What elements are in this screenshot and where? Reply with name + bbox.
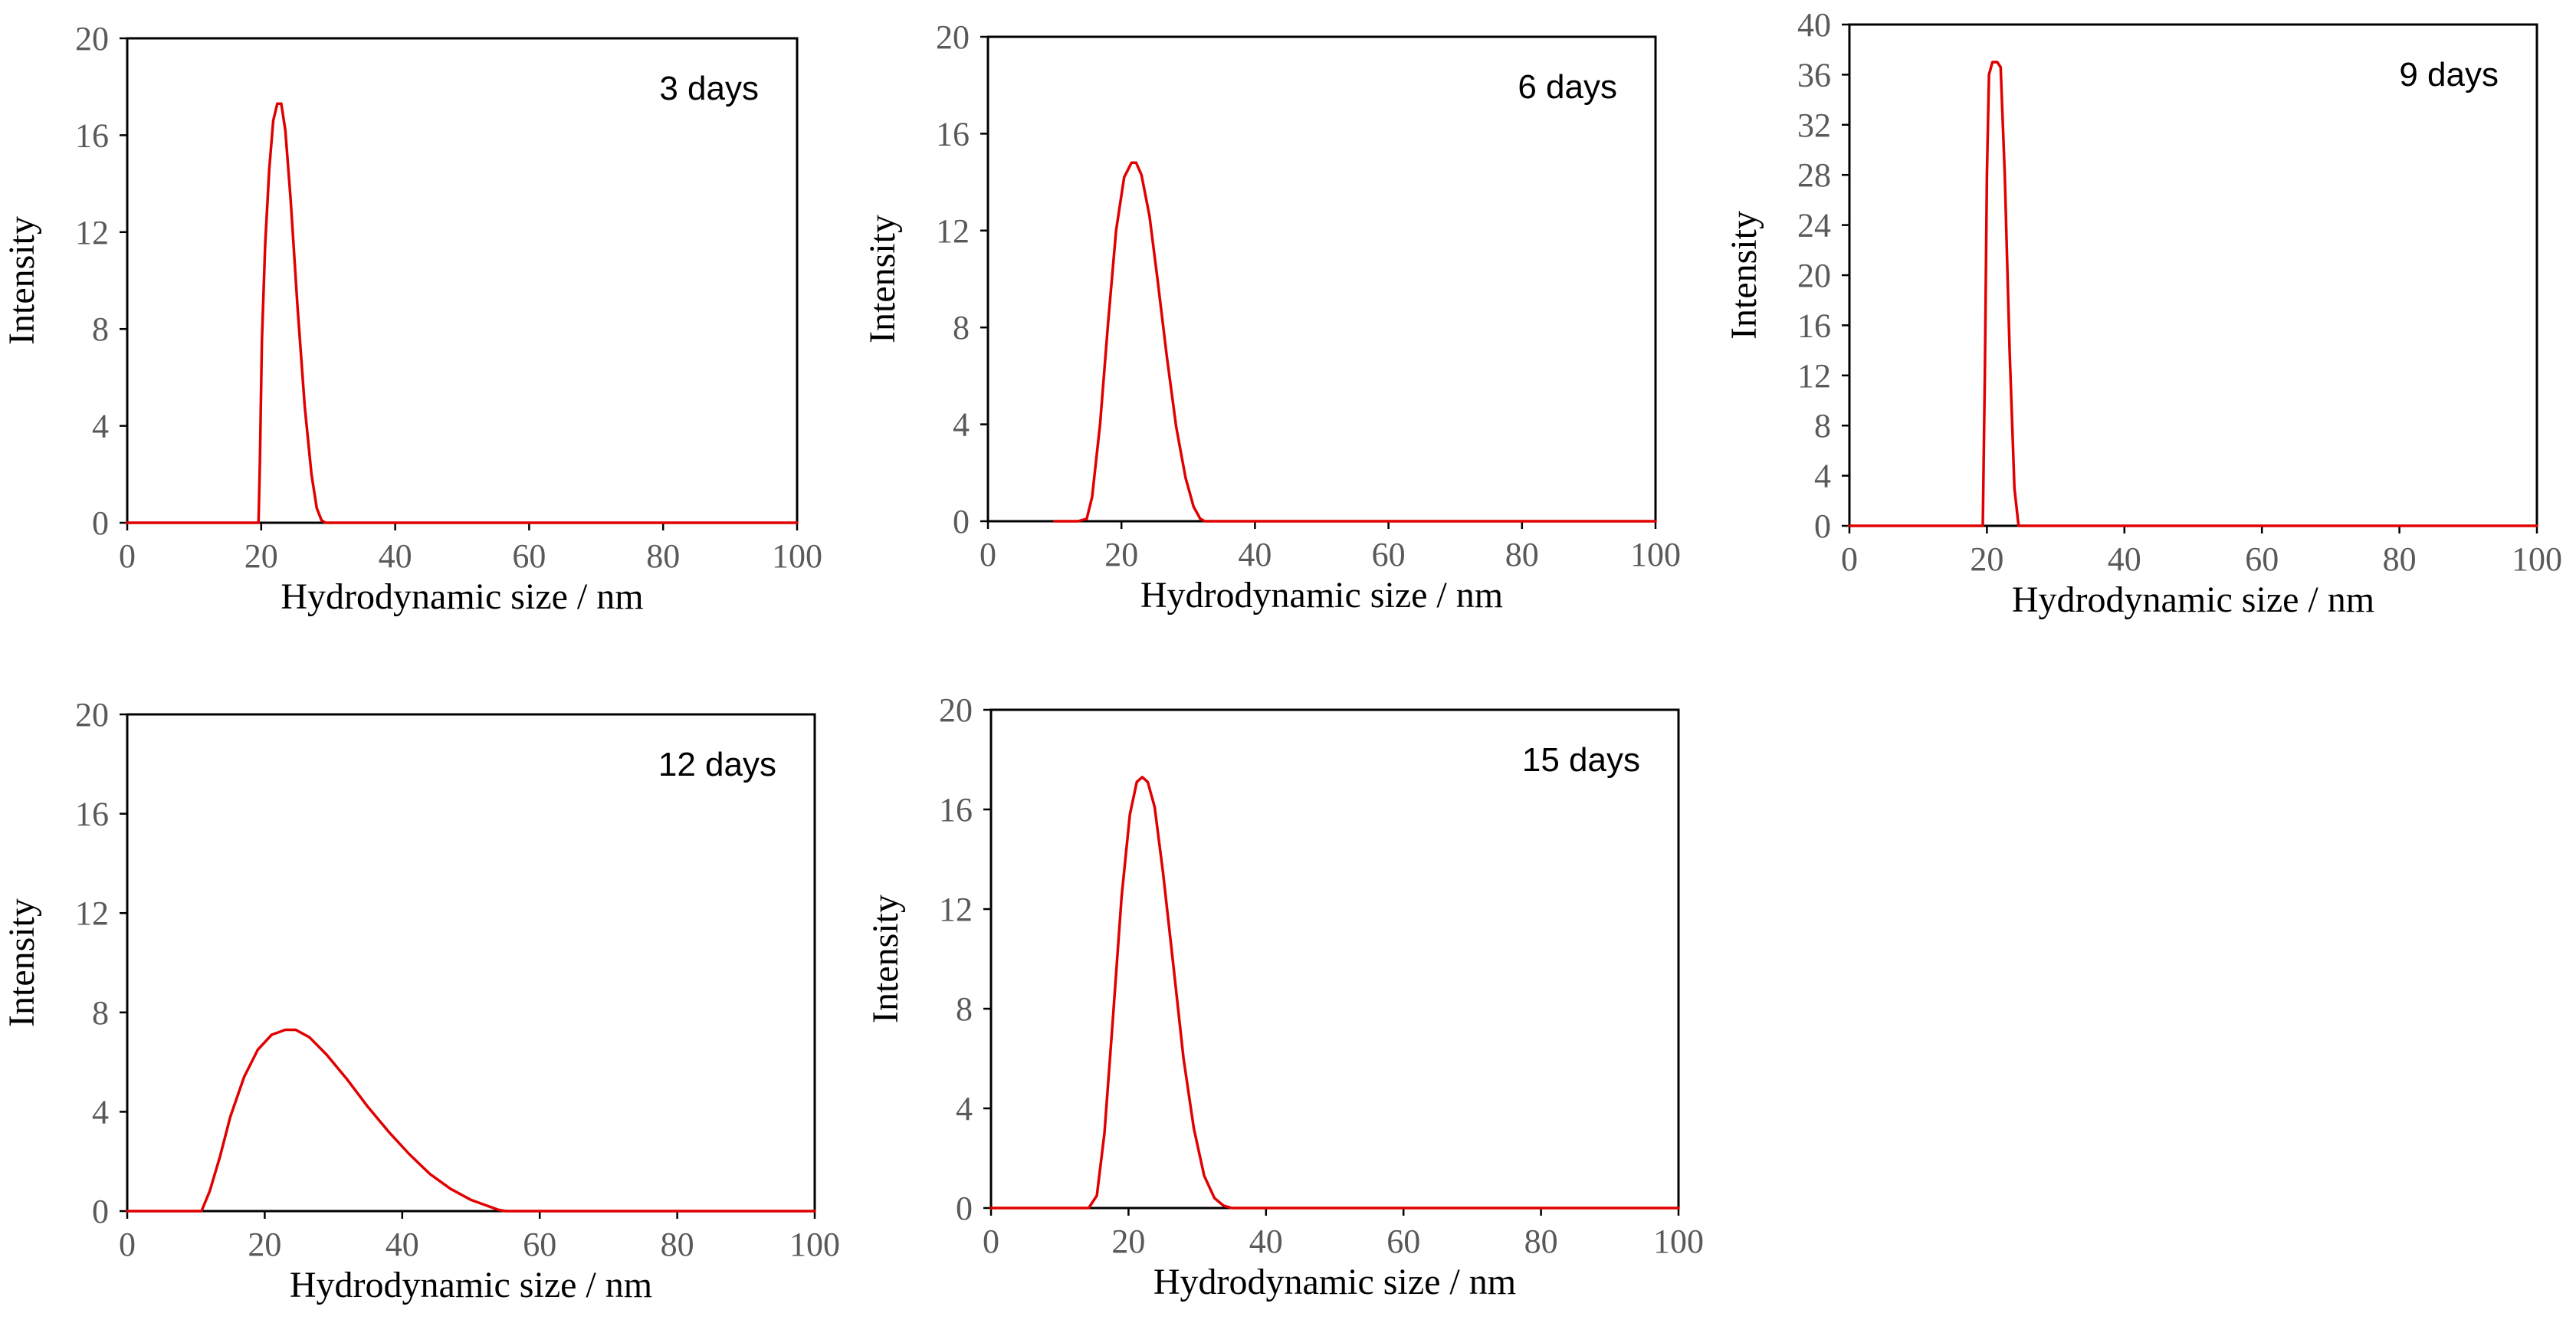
x-tick-label: 60: [1372, 536, 1406, 573]
y-tick-label: 12: [75, 895, 109, 932]
panel-title: 3 days: [659, 70, 759, 107]
y-tick-label: 4: [956, 1090, 973, 1128]
x-tick-label: 60: [523, 1226, 556, 1263]
x-tick-label: 100: [2512, 540, 2562, 578]
y-tick-label: 8: [956, 990, 973, 1028]
y-tick-label: 16: [1797, 307, 1831, 344]
x-tick-label: 40: [2108, 540, 2141, 578]
x-tick-label: 80: [2383, 540, 2417, 578]
series-line-12-days: [126, 1028, 816, 1213]
x-tick-label: 0: [980, 536, 996, 573]
y-tick-label: 24: [1797, 207, 1831, 245]
y-tick-label: 16: [75, 117, 109, 154]
y-tick-label: 20: [939, 691, 973, 729]
y-tick-label: 4: [953, 406, 970, 444]
x-tick-label: 60: [1386, 1223, 1420, 1260]
x-tick-label: 0: [119, 537, 136, 575]
y-tick-label: 4: [92, 1093, 109, 1131]
x-tick-label: 60: [512, 537, 546, 575]
panel-title: 15 days: [1522, 741, 1640, 779]
plot-frame: [126, 37, 799, 524]
y-tick-label: 20: [1797, 257, 1831, 294]
x-tick-label: 0: [119, 1226, 136, 1263]
x-tick-label: 0: [983, 1223, 999, 1260]
y-tick-label: 20: [936, 18, 970, 56]
y-tick-label: 0: [1814, 507, 1831, 545]
y-tick-label: 16: [939, 791, 973, 829]
y-tick-label: 8: [953, 309, 970, 346]
y-tick-label: 20: [75, 696, 109, 734]
y-axis-title: Intensity: [2, 216, 42, 345]
y-tick-label: 20: [75, 20, 109, 57]
x-tick-label: 100: [789, 1226, 840, 1263]
y-tick-label: 16: [75, 796, 109, 833]
y-tick-label: 12: [936, 212, 970, 250]
x-tick-label: 20: [1111, 1223, 1145, 1260]
x-tick-label: 0: [1841, 540, 1858, 578]
x-tick-label: 20: [1970, 540, 2003, 578]
y-tick-label: 8: [92, 994, 109, 1032]
y-tick-label: 0: [92, 504, 109, 542]
x-tick-label: 80: [646, 537, 680, 575]
plot-frame: [989, 708, 1680, 1210]
plot-frame: [126, 713, 816, 1213]
x-tick-label: 100: [1630, 536, 1681, 573]
chart-panel-9-days: 0 20 40 60 80 1000481216202428323640Hydrodyna…: [1724, 6, 2562, 620]
x-tick-label: 20: [244, 537, 278, 575]
y-tick-label: 8: [92, 310, 109, 348]
x-tick-label: 80: [1524, 1223, 1558, 1260]
series-line-6-days: [1053, 161, 1657, 523]
y-tick-label: 4: [1814, 458, 1831, 495]
x-tick-label: 100: [772, 537, 822, 575]
x-tick-label: 40: [386, 1226, 419, 1263]
y-axis-title: Intensity: [2, 898, 42, 1027]
series-line-3-days: [126, 102, 799, 524]
panel-title: 12 days: [658, 746, 776, 783]
y-axis-title: Intensity: [865, 895, 906, 1023]
x-tick-label: 100: [1653, 1223, 1704, 1260]
y-tick-label: 12: [1797, 357, 1831, 395]
x-tick-label: 80: [661, 1226, 694, 1263]
x-axis-title: Hydrodynamic size / nm: [290, 1265, 652, 1305]
y-axis-title: Intensity: [862, 215, 903, 343]
series-line-15-days: [989, 776, 1680, 1210]
series-line-9-days: [1848, 61, 2538, 527]
y-tick-label: 16: [936, 115, 970, 153]
y-tick-label: 12: [939, 891, 973, 928]
x-tick-label: 20: [1104, 536, 1138, 573]
x-tick-label: 60: [2245, 540, 2279, 578]
y-tick-label: 4: [92, 408, 109, 445]
x-axis-title: Hydrodynamic size / nm: [281, 576, 643, 617]
y-tick-label: 32: [1797, 107, 1831, 144]
panel-title: 9 days: [2399, 56, 2499, 94]
x-axis-title: Hydrodynamic size / nm: [1140, 575, 1503, 616]
x-axis-title: Hydrodynamic size / nm: [2012, 579, 2374, 620]
x-tick-label: 40: [379, 537, 412, 575]
y-tick-label: 12: [75, 214, 109, 251]
y-tick-label: 36: [1797, 56, 1831, 94]
x-tick-label: 80: [1505, 536, 1539, 573]
y-tick-label: 8: [1814, 407, 1831, 445]
y-tick-label: 40: [1797, 6, 1831, 44]
y-tick-label: 0: [956, 1190, 973, 1227]
y-axis-title: Intensity: [1724, 211, 1764, 340]
y-tick-label: 28: [1797, 156, 1831, 194]
y-tick-label: 0: [92, 1193, 109, 1230]
plot-frame: [986, 35, 1657, 523]
panel-title: 6 days: [1518, 68, 1617, 106]
y-tick-label: 0: [953, 503, 970, 540]
x-axis-title: Hydrodynamic size / nm: [1153, 1262, 1516, 1302]
x-tick-label: 20: [248, 1226, 281, 1263]
x-tick-label: 40: [1238, 536, 1272, 573]
x-tick-label: 40: [1249, 1223, 1283, 1260]
plot-frame: [1848, 23, 2538, 527]
